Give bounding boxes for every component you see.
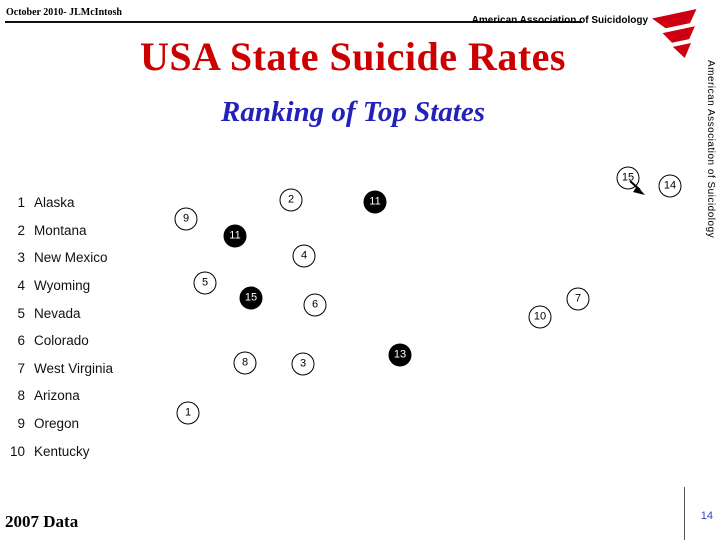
- map-marker-2: 2: [279, 188, 303, 212]
- ranking-state-name: Kentucky: [34, 443, 90, 459]
- ranking-number: 6: [17, 333, 25, 349]
- ranking-number: 3: [17, 250, 25, 266]
- ranking-item: 3 New Mexico: [8, 244, 113, 272]
- ranking-number: 2: [17, 222, 25, 238]
- page-subtitle: Ranking of Top States: [220, 96, 486, 128]
- ranking-item: 5 Nevada: [8, 299, 113, 327]
- map-marker-5: 5: [193, 271, 217, 295]
- ranking-state-name: West Virginia: [34, 360, 114, 376]
- ranking-state-name: Montana: [34, 222, 87, 238]
- ranking-item: 4 Wyoming: [8, 272, 113, 300]
- ranking-item: 7 West Virginia: [8, 355, 113, 383]
- map-marker-7: 7: [566, 287, 590, 311]
- ranking-state-name: Alaska: [34, 195, 75, 211]
- ranking-list: 1 Alaska 2 Montana 3 New Mexico 4 Wyoming 5 Nevad…: [8, 189, 113, 465]
- ranking-item: 6 Colorado: [8, 327, 113, 355]
- ranking-number: 10: [9, 443, 25, 459]
- map-marker-6: 6: [303, 293, 327, 317]
- ranking-state-name: New Mexico: [34, 250, 108, 266]
- ranking-item: 9 Oregon: [8, 410, 113, 438]
- ranking-item: 1 Alaska: [8, 189, 113, 217]
- map-marker-15: 15: [239, 286, 263, 310]
- map-marker-14: 14: [658, 174, 682, 198]
- page-number-divider: [684, 487, 685, 540]
- ranking-item: 2 Montana: [8, 217, 113, 245]
- ranking-number: 5: [17, 305, 25, 321]
- map-marker-4: 4: [292, 244, 316, 268]
- ranking-item: 10 Kentucky: [8, 437, 113, 465]
- map-marker-3: 3: [291, 352, 315, 376]
- ranking-state-name: Nevada: [34, 305, 81, 321]
- vertical-org-text: American Association of Suicidology: [705, 60, 716, 239]
- page-title: USA State Suicide Rates: [140, 34, 566, 79]
- ranking-number: 7: [17, 360, 25, 376]
- page-number: 14: [700, 510, 713, 522]
- arrow-annotation-icon: [629, 180, 645, 195]
- header-date-author: October 2010- JLMcIntosh: [6, 7, 122, 18]
- map-marker-13: 13: [388, 343, 412, 367]
- ranking-state-name: Oregon: [34, 416, 80, 432]
- map-marker-1: 1: [176, 401, 200, 425]
- map-marker-8: 8: [233, 351, 257, 375]
- header-org-name: American Association of Suicidology: [471, 15, 648, 26]
- ranking-number: 9: [17, 416, 25, 432]
- ranking-number: 4: [17, 278, 25, 294]
- header-rule: [5, 21, 582, 23]
- ranking-state-name: Arizona: [34, 388, 80, 404]
- aas-logo-icon: [652, 9, 697, 59]
- ranking-state-name: Colorado: [34, 333, 89, 349]
- ranking-state-name: Wyoming: [34, 278, 91, 294]
- map-marker-11: 11: [363, 190, 387, 214]
- map-marker-11: 11: [223, 224, 247, 248]
- ranking-number: 1: [17, 195, 25, 211]
- ranking-number: 8: [17, 388, 25, 404]
- map-marker-10: 10: [528, 305, 552, 329]
- data-year-note: 2007 Data: [5, 512, 79, 531]
- map-marker-9: 9: [174, 207, 198, 231]
- ranking-item: 8 Arizona: [8, 382, 113, 410]
